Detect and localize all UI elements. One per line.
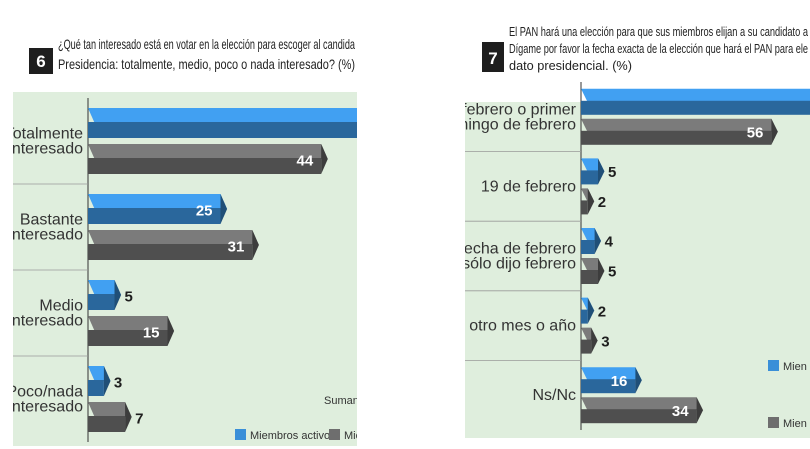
chart-7-title-line-1: Dígame por favor la fecha exacta de la e… — [509, 41, 808, 56]
chart-7-bar-gray — [581, 258, 605, 284]
chart-6-data-label: 25 — [196, 203, 213, 220]
chart-6-data-label: 3 — [114, 375, 122, 392]
chart-7-data-label: 34 — [672, 403, 689, 420]
chart-7-category-label: o sólo dijo febrero — [465, 256, 576, 273]
chart-6-title-line-1: Presidencia: totalmente, medio, poco o n… — [58, 56, 355, 72]
chart-7-data-label: 2 — [598, 194, 606, 211]
chart-7-bar-gray — [581, 327, 598, 354]
chart-7-data-label: 4 — [605, 234, 614, 251]
chart-7-category-label: Dijo otra fecha de febrero — [465, 241, 576, 258]
chart-6-note: Sumando — [324, 395, 357, 407]
chart-7-bar-blue — [581, 297, 595, 324]
chart-7-bar-gray — [581, 188, 595, 215]
chart-6-bar-blue — [88, 194, 228, 224]
chart-6-data-label: 15 — [143, 325, 160, 342]
chart-7-bar-blue — [581, 158, 605, 185]
chart-7-legend-swatch — [768, 417, 779, 428]
chart-6-category-label: Totalmente — [13, 126, 83, 143]
chart-6-category-label: interesado — [13, 227, 83, 244]
chart-7-category-label: Ns/Nc — [532, 387, 576, 404]
chart-7-bar-blue — [581, 367, 642, 394]
chart-6-title-line-0: ¿Qué tan interesado está en votar en la … — [58, 36, 355, 52]
chart-6-category-label: interesado — [13, 141, 83, 158]
chart-6-bar-gray — [88, 316, 175, 346]
chart-6-legend-swatch — [329, 429, 340, 440]
chart-7-data-label: 5 — [608, 164, 616, 181]
chart-7-number-badge — [482, 42, 504, 72]
chart-7-legend-label: Mien — [783, 418, 807, 430]
chart-7-bar-gray — [581, 118, 778, 145]
chart-7-category-label: 5 de febrero o primer — [465, 101, 577, 118]
chart-6-bar-gray — [88, 230, 259, 260]
chart-6-bar-gray — [88, 402, 132, 432]
chart-6-data-label: 44 — [297, 153, 314, 170]
chart-7-title-line-2: dato presidencial. (%) — [509, 58, 632, 73]
chart-7-category-label: 19 de febrero — [481, 178, 576, 195]
chart-7-data-label: 16 — [611, 373, 628, 390]
chart-6-legend-swatch — [235, 429, 246, 440]
chart-7-category-label: domingo de febrero — [465, 116, 576, 133]
chart-6: 6 ¿Qué tan interesado está en votar en la… — [13, 14, 357, 446]
chart-7-data-label: 56 — [747, 125, 764, 142]
chart-7-legend-swatch — [768, 360, 779, 371]
chart-6-category-label: interesado — [13, 399, 83, 416]
chart-6-number: 6 — [36, 52, 45, 71]
chart-7-number: 7 — [488, 49, 497, 68]
chart-7-data-label: 2 — [598, 303, 606, 320]
chart-6-number-badge — [29, 48, 53, 74]
chart-6-bar-blue — [88, 280, 122, 310]
chart-7-title-line-0: El PAN hará una elección para que sus mi… — [509, 24, 809, 39]
chart-7-category-label: Dijo otro mes o año — [465, 318, 576, 335]
chart-7-svg: 7 El PAN hará una elección para que sus m… — [465, 10, 810, 438]
chart-7-data-label: 5 — [608, 264, 616, 281]
chart-7-bar-blue — [581, 228, 602, 254]
chart-6-category-label: Medio — [39, 298, 83, 315]
chart-7: 7 El PAN hará una elección para que sus m… — [465, 10, 810, 438]
chart-6-legend-label: Mien — [344, 430, 357, 442]
chart-6-data-label: 31 — [228, 239, 245, 256]
chart-6-category-label: interesado — [13, 313, 83, 330]
chart-7-bar-blue — [581, 88, 810, 115]
chart-7-data-label: 3 — [601, 333, 609, 350]
chart-6-category-label: Bastante — [20, 212, 83, 229]
chart-7-bar-gray — [581, 397, 704, 424]
chart-6-bar-blue — [88, 108, 357, 138]
chart-6-data-label: 7 — [135, 411, 143, 428]
chart-6-category-label: Poco/nada — [13, 384, 83, 401]
chart-6-bar-blue — [88, 366, 111, 396]
chart-6-data-label: 5 — [125, 289, 133, 306]
chart-7-legend-label: Mien — [783, 361, 807, 373]
chart-6-bar-gray — [88, 144, 328, 174]
chart-6-legend-label: Miembros activos — [250, 430, 336, 442]
chart-6-svg: 6 ¿Qué tan interesado está en votar en la… — [13, 14, 357, 446]
